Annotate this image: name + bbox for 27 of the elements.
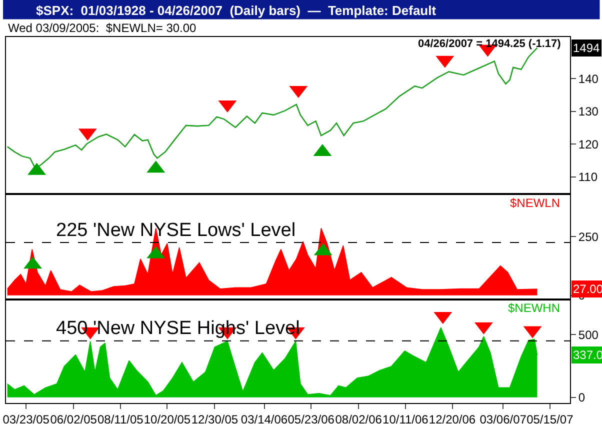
chart-subtitle: Wed 03/09/2005: $NEWLN= 30.00 [8,21,197,35]
chart-title: $SPX: 01/03/1928 - 04/26/2007 (Daily bars) — Template: Default [36,3,437,18]
y-tick-label: 0 [578,390,586,405]
x-tick-label: 12/30/05 [191,412,238,426]
x-tick-label: 10/11/06 [382,412,429,426]
y-tick-label: 250 [578,230,599,244]
y-tick-label: 130 [578,104,599,119]
text: $NEWLN [510,196,560,210]
x-tick-label: 08/02/06 [335,412,382,426]
y-tick-label: 120 [578,137,599,152]
text: $NEWHN [508,301,560,315]
y-tick-label: 140 [578,72,599,86]
x-tick-label: 05/23/06 [288,412,335,426]
x-tick-label: 08/11/05 [97,412,144,426]
ref-line-label: 450 'New NYSE Highs' Level [56,318,300,339]
x-tick-label: 03/14/06 [240,412,288,426]
y-tick-label: 500 [578,328,599,342]
x-tick-label: 10/20/05 [144,412,191,426]
y-tick-label: 110 [578,170,598,184]
x-tick-label: 03/06/07 [480,412,527,426]
x-tick-label: 05/15/07 [526,412,574,426]
x-tick-label: 03/23/05 [2,412,50,426]
annotation: 1494 [573,41,600,55]
ref-line-label: 225 'New NYSE Lows' Level [56,220,296,241]
x-tick-label: 12/20/06 [428,412,476,426]
x-tick-label: 06/02/05 [50,412,98,426]
annotation: 04/26/2007 = 1494.25 (-1.17) [418,38,562,50]
